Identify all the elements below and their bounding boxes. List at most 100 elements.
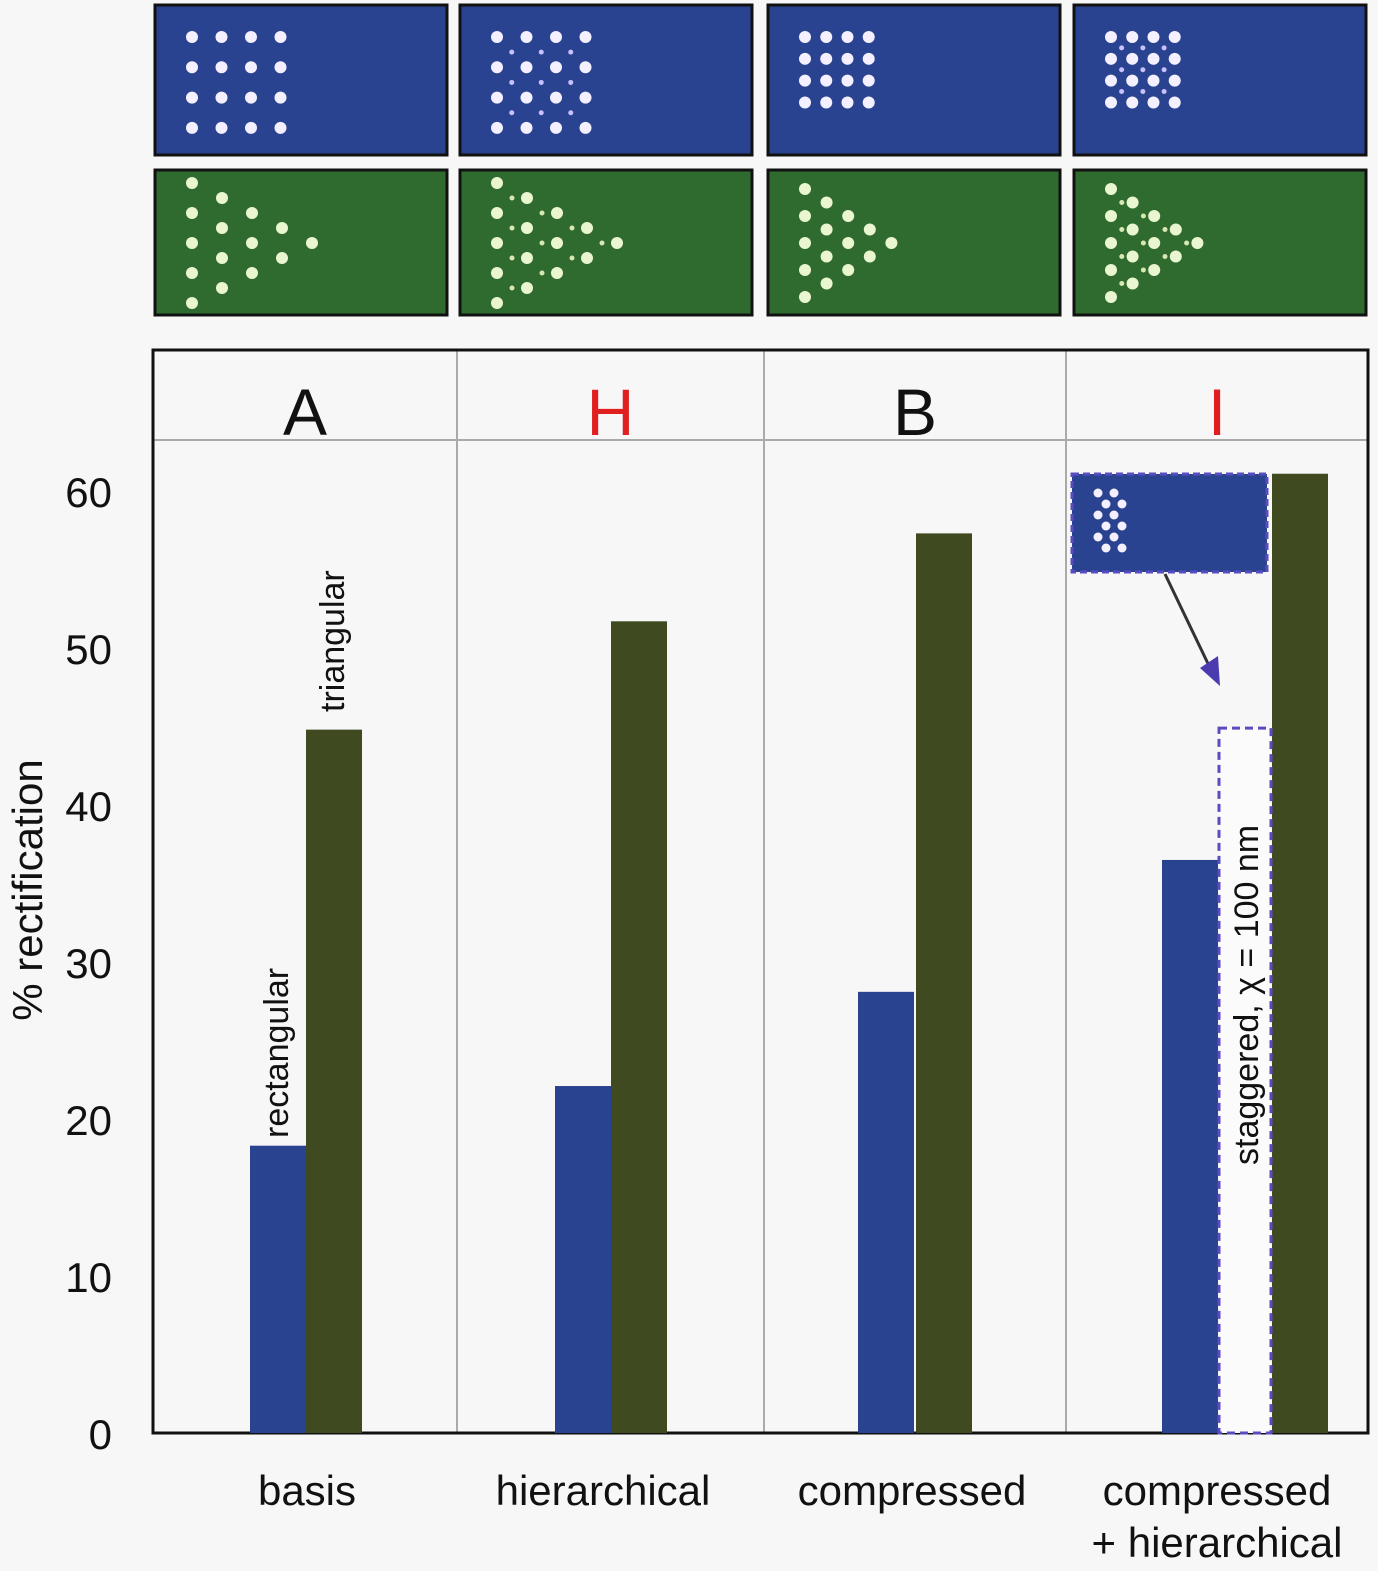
pillar-dot bbox=[581, 252, 593, 264]
small-pillar-dot bbox=[1140, 267, 1146, 273]
triangular-array-thumbnail bbox=[458, 168, 754, 317]
pillar-dot bbox=[862, 31, 875, 43]
pillar-dot bbox=[1169, 250, 1182, 263]
pillar-dot bbox=[1105, 210, 1117, 222]
bar-rectangular bbox=[555, 1086, 611, 1433]
pillar-dot bbox=[1168, 96, 1181, 109]
pillar-dot bbox=[1105, 96, 1117, 109]
pillar-dot bbox=[799, 52, 811, 65]
pillar-dot bbox=[274, 91, 287, 104]
pillar-dot bbox=[491, 31, 503, 43]
pillar-dot bbox=[491, 91, 503, 104]
small-pillar-dot bbox=[1119, 254, 1125, 259]
pillar-dot bbox=[820, 250, 833, 263]
small-pillar-dot bbox=[1119, 45, 1125, 51]
pillar-dot bbox=[186, 31, 198, 43]
small-pillar-dot bbox=[1162, 254, 1168, 259]
pillar-dot bbox=[1126, 196, 1139, 209]
pillar-dot bbox=[491, 61, 503, 74]
panel-letter: B bbox=[893, 375, 937, 449]
small-pillar-dot bbox=[509, 49, 515, 55]
pillar-dot bbox=[579, 91, 592, 104]
pillar-dot bbox=[215, 91, 228, 104]
small-pillar-dot bbox=[568, 49, 574, 55]
pillar-dot bbox=[1126, 52, 1139, 65]
small-pillar-dot bbox=[509, 110, 515, 116]
pillar-dot bbox=[245, 31, 257, 43]
pillar-dot bbox=[186, 267, 198, 279]
pillar-dot bbox=[820, 52, 833, 65]
pillar-dot bbox=[215, 121, 228, 134]
small-pillar-dot bbox=[509, 285, 515, 291]
rectangular-array-thumbnail bbox=[766, 3, 1062, 157]
pillar-dot bbox=[1109, 510, 1119, 520]
pillar-dot bbox=[1117, 499, 1127, 509]
pillar-dot bbox=[820, 223, 833, 236]
y-tick-label: 20 bbox=[65, 1097, 112, 1144]
pillar-dot bbox=[1105, 237, 1117, 249]
small-pillar-dot bbox=[568, 79, 574, 85]
y-tick-label: 30 bbox=[65, 940, 112, 987]
pattern-thumbnails bbox=[153, 3, 449, 317]
small-pillar-dot bbox=[1140, 240, 1146, 246]
bar-rectangular bbox=[858, 991, 914, 1433]
pillar-dot bbox=[1101, 499, 1111, 509]
pillar-dot bbox=[862, 52, 875, 65]
x-category-label: hierarchical bbox=[496, 1467, 711, 1514]
rectangular-array-thumbnail bbox=[1072, 3, 1368, 157]
bar-triangular bbox=[916, 533, 972, 1433]
pillar-dot bbox=[551, 237, 563, 249]
pillar-dot bbox=[1117, 543, 1127, 553]
small-pillar-dot bbox=[539, 240, 545, 246]
pillar-dot bbox=[1126, 250, 1139, 263]
pillar-dot bbox=[1147, 96, 1160, 109]
pillar-dot bbox=[842, 237, 855, 249]
pillar-dot bbox=[1148, 264, 1161, 276]
pillar-dot bbox=[215, 31, 228, 43]
pillar-dot bbox=[581, 222, 593, 234]
rectangular-array-thumbnail bbox=[153, 3, 449, 157]
pillar-dot bbox=[550, 31, 562, 43]
pillar-dot bbox=[274, 31, 287, 43]
pillar-dot bbox=[841, 96, 854, 109]
pillar-dot bbox=[520, 61, 533, 74]
small-pillar-dot bbox=[1184, 240, 1190, 246]
pillar-dot bbox=[1117, 521, 1127, 531]
pillar-dot bbox=[1093, 532, 1103, 542]
small-pillar-dot bbox=[569, 255, 575, 261]
inset-arrow bbox=[1163, 573, 1214, 673]
pillar-dot bbox=[245, 91, 257, 104]
y-tick-label: 50 bbox=[65, 626, 112, 673]
pillar-dot bbox=[521, 252, 533, 264]
small-pillar-dot bbox=[568, 110, 574, 116]
small-pillar-dot bbox=[1140, 45, 1146, 51]
rectangular-label: rectangular bbox=[258, 968, 296, 1138]
triangular-array-thumbnail bbox=[153, 168, 449, 317]
pillar-dot bbox=[186, 297, 198, 309]
pillar-dot bbox=[306, 237, 318, 249]
pillar-dot bbox=[520, 121, 533, 134]
bar-triangular bbox=[1272, 473, 1328, 1434]
bar-triangular bbox=[611, 621, 667, 1433]
pillar-dot bbox=[186, 61, 198, 74]
rectangular-array-thumbnail bbox=[458, 3, 754, 157]
pillar-dot bbox=[1148, 237, 1161, 249]
panel-letter: I bbox=[1208, 375, 1226, 449]
small-pillar-dot bbox=[509, 225, 515, 231]
y-tick-label: 0 bbox=[89, 1411, 112, 1458]
pillar-dot bbox=[799, 183, 811, 195]
pillar-dot bbox=[842, 264, 855, 276]
pillar-dot bbox=[1126, 74, 1139, 87]
pillar-dot bbox=[274, 121, 287, 134]
pillar-dot bbox=[1147, 74, 1160, 87]
pillar-dot bbox=[186, 91, 198, 104]
pillar-dot bbox=[1105, 31, 1117, 43]
pillar-dot bbox=[1101, 543, 1111, 553]
pillar-dot bbox=[215, 61, 228, 74]
pillar-dot bbox=[841, 52, 854, 65]
pillar-dot bbox=[1105, 183, 1117, 195]
pillar-dot bbox=[1147, 52, 1160, 65]
pillar-dot bbox=[862, 96, 875, 109]
pillar-dot bbox=[245, 61, 257, 74]
staggered-inset bbox=[1070, 472, 1269, 574]
